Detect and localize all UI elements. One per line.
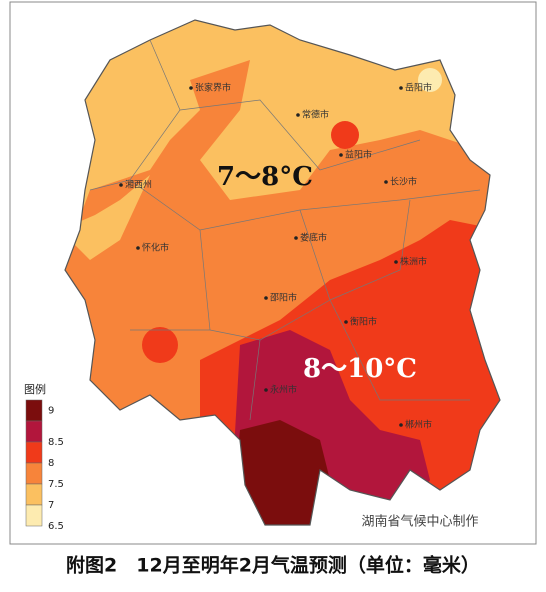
city-dot	[394, 260, 398, 264]
city-label: 岳阳市	[405, 82, 432, 94]
legend-swatch	[25, 462, 43, 485]
city-label: 郴州市	[405, 419, 432, 431]
zone-label: 7～8°C	[217, 162, 313, 192]
city-dot	[264, 296, 268, 300]
province-outline	[64, 19, 501, 526]
city-label: 湘西州	[125, 179, 152, 191]
caption: 附图2 12月至明年2月气温预测（单位：毫米）	[66, 554, 480, 577]
city-label: 邵阳市	[270, 292, 297, 304]
city-label: 株洲市	[400, 256, 427, 268]
zone-spot	[418, 68, 442, 92]
city-label: 衡阳市	[350, 316, 377, 328]
city-label: 永州市	[270, 384, 297, 396]
legend-swatch	[25, 399, 43, 422]
city-dot	[344, 320, 348, 324]
city-dot	[296, 113, 300, 117]
city-dot	[264, 388, 268, 392]
legend-swatch	[25, 483, 43, 506]
city-dot	[189, 86, 193, 90]
district-borders	[89, 39, 481, 421]
city-label: 常德市	[302, 109, 329, 121]
zone-9	[230, 420, 330, 525]
city-label: 张家界市	[195, 82, 231, 94]
credit: 湖南省气候中心制作	[361, 514, 478, 530]
legend-label: 9	[48, 406, 54, 417]
legend-label: 7	[48, 500, 54, 511]
city-label: 娄底市	[300, 232, 327, 244]
legend-label: 8	[48, 458, 54, 469]
city-dot	[136, 246, 140, 250]
city-dot	[294, 236, 298, 240]
legend-swatch	[25, 504, 43, 527]
city-label: 怀化市	[142, 242, 169, 254]
zone-7-7.5-west	[65, 175, 150, 260]
city-dot	[119, 183, 123, 187]
legend-label: 7.5	[48, 479, 64, 490]
zone-spot	[331, 121, 359, 149]
legend-label: 6.5	[48, 521, 64, 532]
city-label: 益阳市	[345, 149, 372, 161]
zone-spot	[142, 327, 178, 363]
city-dot	[399, 423, 403, 427]
legend-swatch	[25, 441, 43, 464]
legend-title: 图例	[24, 382, 46, 396]
zone-label: 8～10°C	[303, 354, 417, 384]
legend-label: 8.5	[48, 437, 64, 448]
legend-swatch	[25, 420, 43, 443]
city-label: 长沙市	[390, 176, 417, 188]
legend: 图例 9 8.5 8 7.5 7 6.5	[24, 382, 64, 532]
city-dot	[339, 153, 343, 157]
city-dot	[399, 86, 403, 90]
city-dot	[384, 180, 388, 184]
